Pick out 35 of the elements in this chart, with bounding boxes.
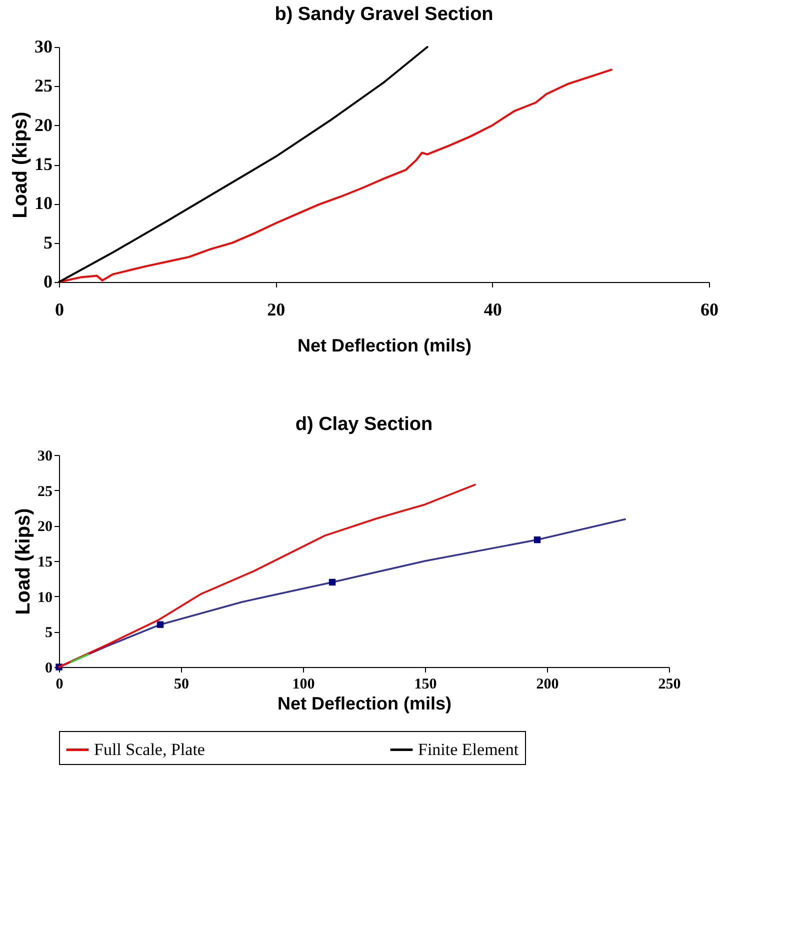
chart-title: b) Sandy Gravel Section: [274, 4, 494, 25]
x-tick-label: 40: [484, 300, 502, 320]
y-tick-label: 25: [34, 76, 52, 96]
y-tick-label: 20: [34, 114, 52, 135]
x-tick-label: 60: [700, 300, 718, 320]
y-tick-label: 5: [45, 625, 52, 642]
y-tick-label: 30: [34, 36, 52, 56]
y-tick-label: 20: [38, 519, 52, 536]
y-tick-label: 10: [38, 590, 52, 606]
x-axis-title: Net Deflection (mils): [277, 694, 452, 714]
point: [328, 578, 336, 586]
legend-label: Full Scale, Plate: [94, 740, 205, 759]
x-tick-label: 0: [56, 676, 64, 692]
x-axis-title: Net Deflection (mils): [297, 336, 472, 356]
x-tick-label: 20: [267, 300, 286, 320]
y-tick-label: 0: [45, 660, 52, 676]
y-tick-label: 5: [44, 232, 52, 252]
x-tick-label: 100: [292, 676, 315, 692]
chart-title: d) Clay Section: [295, 414, 433, 435]
x-tick-label: 150: [414, 676, 437, 692]
y-tick-label: 15: [38, 554, 52, 570]
legend-label: Finite Element: [418, 740, 519, 759]
point: [534, 536, 541, 544]
y-tick-label: 10: [34, 193, 52, 214]
y-tick-label: 15: [34, 154, 52, 174]
y-tick-label: 0: [44, 272, 52, 292]
x-tick-label: 50: [174, 676, 189, 692]
x-tick-label: 200: [536, 676, 559, 692]
y-axis-title: Load (kips): [10, 112, 32, 218]
y-tick-label: 25: [38, 484, 52, 500]
line-series: [58, 68, 612, 283]
y-axis-title: Load (kips): [12, 508, 34, 615]
x-tick-label: 250: [658, 676, 681, 692]
point: [156, 621, 164, 628]
y-tick-label: 30: [38, 448, 52, 464]
